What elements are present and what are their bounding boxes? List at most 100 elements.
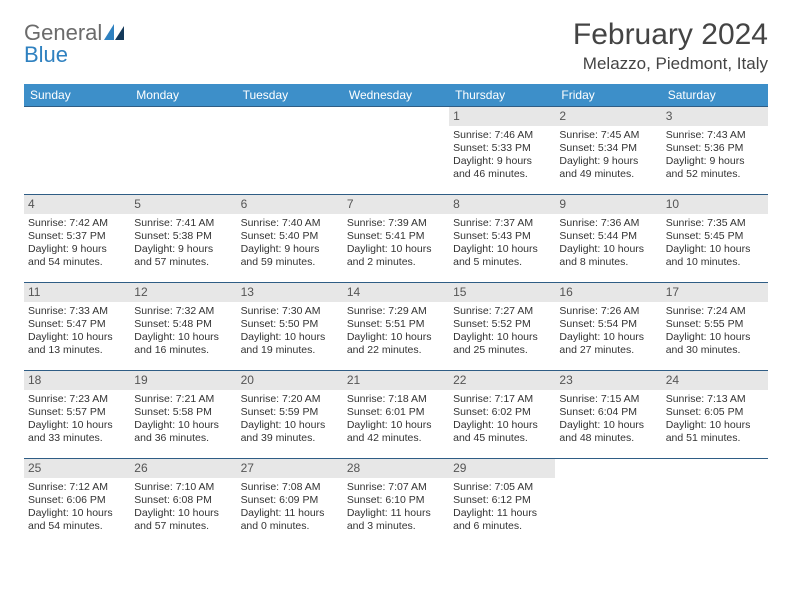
calendar-cell: 22Sunrise: 7:17 AMSunset: 6:02 PMDayligh… bbox=[449, 371, 555, 459]
day-d1: Daylight: 10 hours bbox=[453, 419, 551, 432]
day-d2: and 8 minutes. bbox=[559, 256, 657, 269]
calendar-cell: 19Sunrise: 7:21 AMSunset: 5:58 PMDayligh… bbox=[130, 371, 236, 459]
day-number: 3 bbox=[662, 107, 768, 126]
calendar-row: 18Sunrise: 7:23 AMSunset: 5:57 PMDayligh… bbox=[24, 371, 768, 459]
day-ss: Sunset: 5:52 PM bbox=[453, 318, 551, 331]
day-number: 5 bbox=[130, 195, 236, 214]
day-sr: Sunrise: 7:30 AM bbox=[241, 305, 339, 318]
day-d1: Daylight: 11 hours bbox=[453, 507, 551, 520]
day-d2: and 54 minutes. bbox=[28, 256, 126, 269]
day-info: Sunrise: 7:36 AMSunset: 5:44 PMDaylight:… bbox=[559, 217, 657, 270]
day-d2: and 57 minutes. bbox=[134, 520, 232, 533]
calendar-cell: 27Sunrise: 7:08 AMSunset: 6:09 PMDayligh… bbox=[237, 459, 343, 547]
day-info: Sunrise: 7:17 AMSunset: 6:02 PMDaylight:… bbox=[453, 393, 551, 446]
header: General Blue February 2024 Melazzo, Pied… bbox=[24, 18, 768, 74]
calendar-cell: 21Sunrise: 7:18 AMSunset: 6:01 PMDayligh… bbox=[343, 371, 449, 459]
day-ss: Sunset: 6:02 PM bbox=[453, 406, 551, 419]
day-sr: Sunrise: 7:37 AM bbox=[453, 217, 551, 230]
calendar-cell: 24Sunrise: 7:13 AMSunset: 6:05 PMDayligh… bbox=[662, 371, 768, 459]
day-sr: Sunrise: 7:21 AM bbox=[134, 393, 232, 406]
calendar-body: 1 Sunrise: 7:46 AMSunset: 5:33 PMDaylight… bbox=[24, 107, 768, 547]
day-info: Sunrise: 7:24 AMSunset: 5:55 PMDaylight:… bbox=[666, 305, 764, 358]
day-d2: and 25 minutes. bbox=[453, 344, 551, 357]
day-sr: Sunrise: 7:20 AM bbox=[241, 393, 339, 406]
day-sr: Sunrise: 7:08 AM bbox=[241, 481, 339, 494]
calendar-cell: 13Sunrise: 7:30 AMSunset: 5:50 PMDayligh… bbox=[237, 283, 343, 371]
day-ss: Sunset: 5:45 PM bbox=[666, 230, 764, 243]
day-sr: Sunrise: 7:40 AM bbox=[241, 217, 339, 230]
calendar-head: SundayMondayTuesdayWednesdayThursdayFrid… bbox=[24, 84, 768, 107]
day-info: Sunrise: 7:32 AMSunset: 5:48 PMDaylight:… bbox=[134, 305, 232, 358]
day-sr: Sunrise: 7:26 AM bbox=[559, 305, 657, 318]
day-sr: Sunrise: 7:32 AM bbox=[134, 305, 232, 318]
day-ss: Sunset: 5:47 PM bbox=[28, 318, 126, 331]
calendar-cell: 12Sunrise: 7:32 AMSunset: 5:48 PMDayligh… bbox=[130, 283, 236, 371]
day-number: 15 bbox=[449, 283, 555, 302]
day-ss: Sunset: 5:34 PM bbox=[559, 142, 657, 155]
day-d2: and 3 minutes. bbox=[347, 520, 445, 533]
day-ss: Sunset: 5:55 PM bbox=[666, 318, 764, 331]
day-d1: Daylight: 10 hours bbox=[28, 419, 126, 432]
day-number: 9 bbox=[555, 195, 661, 214]
day-d2: and 33 minutes. bbox=[28, 432, 126, 445]
day-d2: and 0 minutes. bbox=[241, 520, 339, 533]
day-ss: Sunset: 5:40 PM bbox=[241, 230, 339, 243]
col-header-wednesday: Wednesday bbox=[343, 84, 449, 107]
day-ss: Sunset: 5:59 PM bbox=[241, 406, 339, 419]
calendar-cell: 10 Sunrise: 7:35 AMSunset: 5:45 PMDayligh… bbox=[662, 195, 768, 283]
day-d1: Daylight: 10 hours bbox=[666, 331, 764, 344]
day-info: Sunrise: 7:40 AMSunset: 5:40 PMDaylight:… bbox=[241, 217, 339, 270]
day-info: Sunrise: 7:39 AMSunset: 5:41 PMDaylight:… bbox=[347, 217, 445, 270]
day-sr: Sunrise: 7:24 AM bbox=[666, 305, 764, 318]
day-d2: and 16 minutes. bbox=[134, 344, 232, 357]
calendar-row: 25Sunrise: 7:12 AMSunset: 6:06 PMDayligh… bbox=[24, 459, 768, 547]
day-ss: Sunset: 6:08 PM bbox=[134, 494, 232, 507]
day-info: Sunrise: 7:46 AMSunset: 5:33 PMDaylight:… bbox=[453, 129, 551, 182]
day-sr: Sunrise: 7:41 AM bbox=[134, 217, 232, 230]
calendar-cell: 14Sunrise: 7:29 AMSunset: 5:51 PMDayligh… bbox=[343, 283, 449, 371]
day-number: 1 bbox=[449, 107, 555, 126]
calendar-row: 1 Sunrise: 7:46 AMSunset: 5:33 PMDaylight… bbox=[24, 107, 768, 195]
col-header-tuesday: Tuesday bbox=[237, 84, 343, 107]
day-info: Sunrise: 7:08 AMSunset: 6:09 PMDaylight:… bbox=[241, 481, 339, 534]
day-number: 21 bbox=[343, 371, 449, 390]
calendar-cell: 9 Sunrise: 7:36 AMSunset: 5:44 PMDaylight… bbox=[555, 195, 661, 283]
day-d1: Daylight: 10 hours bbox=[347, 419, 445, 432]
day-info: Sunrise: 7:26 AMSunset: 5:54 PMDaylight:… bbox=[559, 305, 657, 358]
day-ss: Sunset: 5:57 PM bbox=[28, 406, 126, 419]
day-number: 2 bbox=[555, 107, 661, 126]
day-d2: and 36 minutes. bbox=[134, 432, 232, 445]
day-sr: Sunrise: 7:35 AM bbox=[666, 217, 764, 230]
day-sr: Sunrise: 7:39 AM bbox=[347, 217, 445, 230]
day-number: 8 bbox=[449, 195, 555, 214]
day-d2: and 52 minutes. bbox=[666, 168, 764, 181]
day-number: 13 bbox=[237, 283, 343, 302]
day-number: 4 bbox=[24, 195, 130, 214]
calendar-cell: 15Sunrise: 7:27 AMSunset: 5:52 PMDayligh… bbox=[449, 283, 555, 371]
day-d1: Daylight: 10 hours bbox=[453, 243, 551, 256]
day-ss: Sunset: 6:10 PM bbox=[347, 494, 445, 507]
day-ss: Sunset: 5:50 PM bbox=[241, 318, 339, 331]
day-sr: Sunrise: 7:33 AM bbox=[28, 305, 126, 318]
day-info: Sunrise: 7:15 AMSunset: 6:04 PMDaylight:… bbox=[559, 393, 657, 446]
col-header-sunday: Sunday bbox=[24, 84, 130, 107]
day-info: Sunrise: 7:29 AMSunset: 5:51 PMDaylight:… bbox=[347, 305, 445, 358]
day-sr: Sunrise: 7:07 AM bbox=[347, 481, 445, 494]
day-d1: Daylight: 9 hours bbox=[666, 155, 764, 168]
day-d1: Daylight: 9 hours bbox=[559, 155, 657, 168]
calendar-cell: 25Sunrise: 7:12 AMSunset: 6:06 PMDayligh… bbox=[24, 459, 130, 547]
day-sr: Sunrise: 7:42 AM bbox=[28, 217, 126, 230]
calendar-cell bbox=[130, 107, 236, 195]
calendar-cell: 17Sunrise: 7:24 AMSunset: 5:55 PMDayligh… bbox=[662, 283, 768, 371]
day-d1: Daylight: 10 hours bbox=[241, 419, 339, 432]
calendar-row: 11Sunrise: 7:33 AMSunset: 5:47 PMDayligh… bbox=[24, 283, 768, 371]
day-d2: and 22 minutes. bbox=[347, 344, 445, 357]
day-info: Sunrise: 7:12 AMSunset: 6:06 PMDaylight:… bbox=[28, 481, 126, 534]
day-sr: Sunrise: 7:36 AM bbox=[559, 217, 657, 230]
day-number: 10 bbox=[662, 195, 768, 214]
day-d1: Daylight: 10 hours bbox=[666, 243, 764, 256]
day-info: Sunrise: 7:37 AMSunset: 5:43 PMDaylight:… bbox=[453, 217, 551, 270]
title-block: February 2024 Melazzo, Piedmont, Italy bbox=[573, 18, 768, 74]
day-number: 16 bbox=[555, 283, 661, 302]
day-d2: and 45 minutes. bbox=[453, 432, 551, 445]
